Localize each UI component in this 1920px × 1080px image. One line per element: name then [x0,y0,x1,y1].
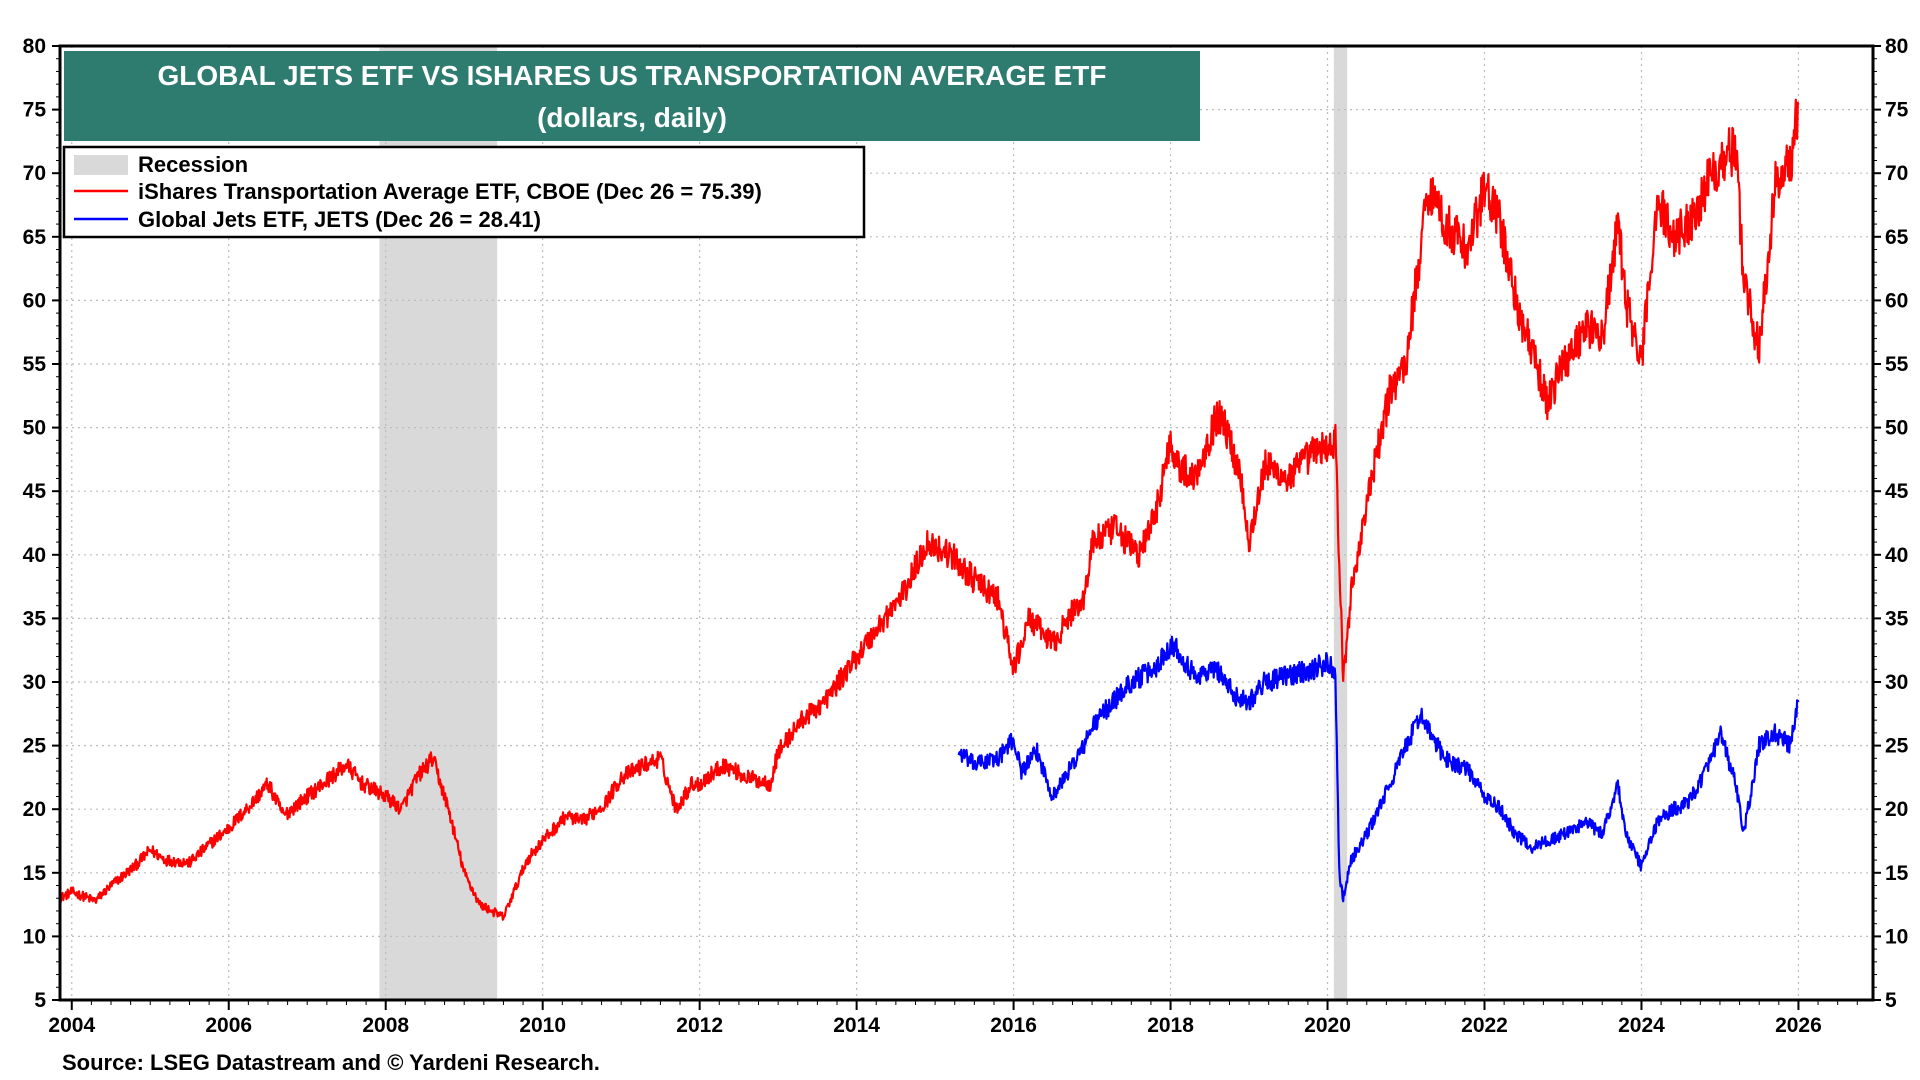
chart-subtitle: (dollars, daily) [537,102,727,133]
series-line-transportation-etf [59,98,1800,921]
legend-box [62,145,866,239]
y-axis-right: 5 10 15 20 25 30 35 40 45 50 55 60 65 70 75 80 [1873,35,1909,1012]
y-tick-label-left-80: 80 [23,35,46,58]
x-tick-label-2006: 2006 [205,1014,252,1037]
legend-swatch-recession [74,155,128,175]
x-tick-label-2016: 2016 [990,1014,1037,1037]
x-tick-label-2014: 2014 [833,1014,880,1037]
chart-title: GLOBAL JETS ETF VS ISHARES US TRANSPORTA… [158,60,1107,91]
x-tick-label-2026: 2026 [1775,1014,1822,1037]
x-tick-label-2010: 2010 [519,1014,566,1037]
y-tick-label-left-45: 45 [23,480,47,503]
y-tick-label-left-5: 5 [34,989,46,1012]
series-line-global-jets-etf [957,635,1800,903]
x-tick-label-2018: 2018 [1147,1014,1194,1037]
y-tick-label-left-15: 15 [23,862,47,885]
y-tick-label-right-60: 60 [1885,289,1908,312]
legend: Recession iShares Transportation Average… [62,145,866,239]
x-tick-label-2020: 2020 [1304,1014,1351,1037]
title-box: GLOBAL JETS ETF VS ISHARES US TRANSPORTA… [64,51,1200,141]
x-tick-label-2004: 2004 [48,1014,95,1037]
y-tick-label-right-80: 80 [1885,35,1908,58]
x-tick-label-2022: 2022 [1461,1014,1508,1037]
y-tick-label-left-50: 50 [23,417,46,440]
plot-frame [58,44,1875,1002]
y-tick-label-left-60: 60 [23,289,46,312]
y-tick-label-left-30: 30 [23,671,46,694]
series-lines [59,98,1800,921]
y-tick-label-left-55: 55 [23,353,47,376]
y-tick-label-right-10: 10 [1885,925,1908,948]
x-tick-label-2012: 2012 [676,1014,723,1037]
y-tick-label-right-15: 15 [1885,862,1909,885]
y-tick-label-right-55: 55 [1885,353,1909,376]
y-tick-label-right-5: 5 [1885,989,1897,1012]
y-axis-left: 5 10 15 20 25 30 35 40 45 50 55 60 65 70 75 80 [23,35,60,1012]
y-tick-label-right-50: 50 [1885,417,1908,440]
y-tick-label-right-70: 70 [1885,162,1908,185]
y-tick-label-right-20: 20 [1885,798,1908,821]
y-tick-label-right-30: 30 [1885,671,1908,694]
y-tick-label-right-75: 75 [1885,99,1909,122]
legend-label-transportation: iShares Transportation Average ETF, CBOE… [138,179,762,204]
y-tick-label-right-25: 25 [1885,735,1909,758]
y-tick-label-left-35: 35 [23,607,47,630]
legend-label-jets: Global Jets ETF, JETS (Dec 26 = 28.41) [138,207,541,232]
y-tick-label-left-70: 70 [23,162,46,185]
legend-label-recession: Recession [138,152,248,177]
y-tick-label-left-75: 75 [23,99,47,122]
title-background [64,51,1200,141]
recession-band-1 [1333,46,1348,1000]
x-axis: 2004 2006 2008 2010 2012 2014 2016 2018 2020 2022… [48,1000,1858,1037]
y-tick-label-left-65: 65 [23,226,47,249]
y-tick-label-left-40: 40 [23,544,46,567]
x-tick-label-2008: 2008 [362,1014,409,1037]
y-tick-label-left-10: 10 [23,925,46,948]
y-tick-label-left-20: 20 [23,798,46,821]
y-tick-label-right-40: 40 [1885,544,1908,567]
source-note: Source: LSEG Datastream and © Yardeni Re… [62,1050,600,1075]
y-tick-label-right-35: 35 [1885,607,1909,630]
y-tick-label-left-25: 25 [23,735,47,758]
y-tick-label-right-65: 65 [1885,226,1909,249]
y-tick-label-right-45: 45 [1885,480,1909,503]
x-tick-label-2024: 2024 [1618,1014,1665,1037]
